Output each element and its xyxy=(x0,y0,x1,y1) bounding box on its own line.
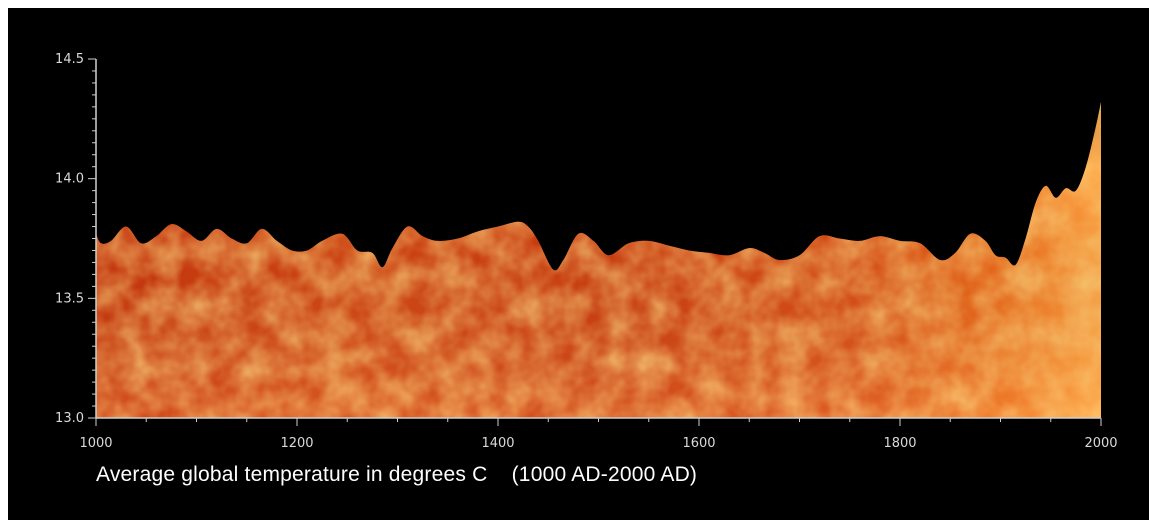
fire-shade xyxy=(96,102,1101,418)
x-tick-label: 1600 xyxy=(682,436,715,451)
temperature-chart: 13.0 13.5 14.0 14.5 1000 1200 1400 1600 1800 2000 xyxy=(55,52,1118,451)
chart-panel: 13.0 13.5 14.0 14.5 1000 1200 1400 1600 1800 2000… xyxy=(8,8,1149,520)
y-tick-label: 13.5 xyxy=(55,291,84,306)
x-tick-label: 1800 xyxy=(883,436,916,451)
x-tick-label: 2000 xyxy=(1084,436,1117,451)
area-texture xyxy=(96,102,1101,418)
y-tick-label: 14.0 xyxy=(55,172,84,187)
x-tick-label: 1200 xyxy=(280,436,313,451)
chart-caption: Average global temperature in degrees C … xyxy=(96,463,698,486)
x-tick-label: 1000 xyxy=(79,436,112,451)
y-tick-label: 13.0 xyxy=(55,411,84,426)
x-tick-label: 1400 xyxy=(481,436,514,451)
y-tick-label: 14.5 xyxy=(55,52,84,67)
